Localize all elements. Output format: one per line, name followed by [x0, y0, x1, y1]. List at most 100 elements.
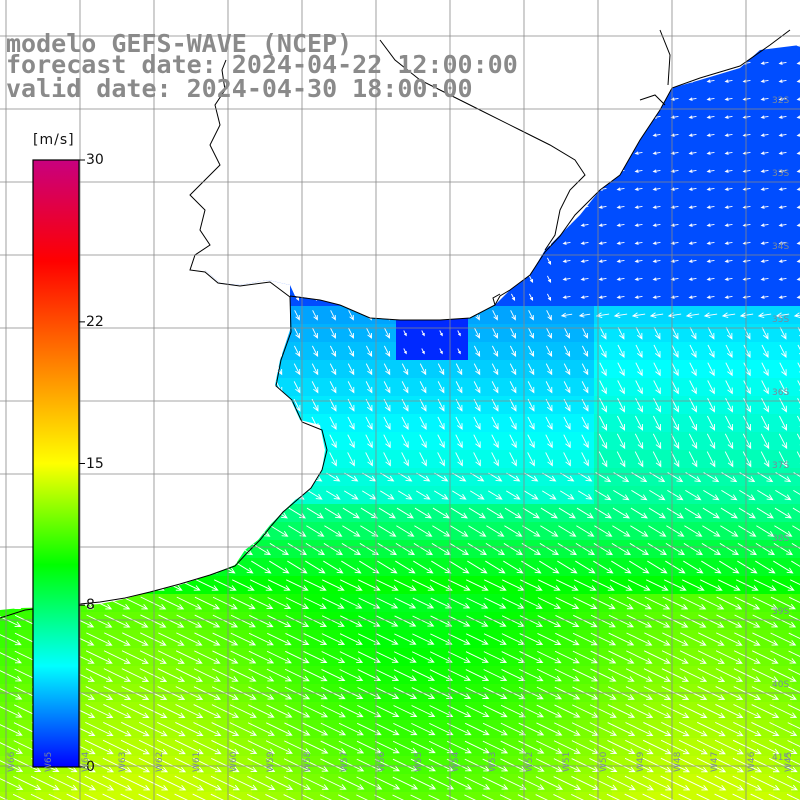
wind-arrow [756, 507, 774, 519]
wind-arrow [679, 721, 708, 737]
wind-arrow [293, 363, 301, 376]
wind-arrow [383, 345, 391, 358]
wind-arrow [457, 330, 461, 337]
wind-arrow [718, 579, 741, 591]
wind-arrow [248, 704, 275, 718]
wind-arrow [769, 668, 797, 682]
wind-arrow [581, 381, 589, 394]
wind-arrow [770, 596, 796, 610]
wind-arrow [419, 416, 427, 431]
wind-arrow [294, 310, 300, 321]
wind-arrow [410, 794, 422, 800]
wind-arrow [760, 241, 769, 245]
wind-arrow [688, 133, 697, 137]
wind-arrow [466, 579, 489, 591]
wind-arrow [644, 596, 671, 610]
wind-arrow [158, 614, 185, 628]
wind-arrow [547, 275, 552, 284]
wind-arrow [522, 507, 540, 519]
wind-arrow [624, 757, 654, 773]
wind-arrow [647, 543, 668, 556]
wind-arrow [376, 633, 399, 645]
wind-arrow [628, 579, 651, 591]
lon-label: W58 [303, 751, 313, 772]
wind-arrow [797, 344, 800, 355]
wind-arrow [468, 507, 486, 519]
wind-arrow [714, 775, 745, 791]
wind-arrow [703, 489, 720, 501]
wind-arrow [554, 650, 580, 664]
wind-arrow [347, 434, 355, 449]
wind-arrow [778, 79, 787, 83]
wind-arrow [724, 187, 733, 191]
wind-arrow [557, 560, 578, 574]
wind-arrow [412, 579, 435, 591]
wind-cell [0, 792, 19, 800]
wind-arrow [750, 775, 781, 791]
wind-arrow [341, 543, 362, 556]
wind-cell [792, 234, 800, 253]
wind-arrow [392, 794, 404, 800]
wind-arrow [157, 668, 186, 682]
wind-arrow [788, 596, 800, 604]
wind-arrow [212, 614, 239, 628]
wind-arrow [374, 776, 401, 790]
wind-arrow [250, 579, 273, 591]
wind-arrow [401, 452, 409, 467]
wind-arrow [509, 381, 517, 394]
wind-arrow [306, 525, 325, 537]
wind-arrow [732, 775, 763, 791]
wind-arrow [564, 327, 570, 339]
wind-arrow [599, 415, 608, 431]
wind-arrow [270, 525, 289, 537]
wind-arrow [724, 97, 733, 101]
wind-arrow [743, 380, 751, 395]
colorbar-tick-label: 22 [86, 313, 104, 330]
wind-arrow [608, 596, 634, 610]
wind-arrow [175, 650, 203, 664]
wind-arrow [706, 277, 715, 281]
wind-arrow [375, 669, 400, 681]
wind-cell [792, 648, 800, 667]
wind-arrow [249, 597, 274, 610]
wind-arrow [593, 543, 614, 556]
wind-cell [792, 630, 800, 649]
wind-arrow [360, 525, 379, 537]
wind-arrow [192, 757, 222, 773]
wind-arrow [706, 205, 715, 209]
wind-arrow [30, 775, 60, 791]
wind-arrow [247, 758, 276, 772]
wind-arrow [86, 632, 113, 646]
wind-arrow [230, 614, 256, 628]
wind-arrow [778, 223, 787, 227]
wind-arrow [360, 507, 378, 519]
wind-arrow [524, 490, 539, 500]
wind-arrow [590, 614, 616, 628]
wind-arrow [338, 776, 365, 790]
wind-arrow [653, 344, 661, 358]
wind-cell [792, 108, 800, 127]
wind-arrow [555, 597, 580, 609]
wind-arrow [214, 579, 237, 591]
wind-arrow [13, 758, 42, 772]
wind-arrow [13, 776, 42, 791]
wind-arrow [719, 560, 740, 574]
wind-arrow [724, 151, 733, 155]
wind-arrow [509, 363, 517, 376]
wind-arrow [797, 398, 800, 409]
wind-arrow [742, 277, 751, 281]
wind-arrow [122, 614, 149, 628]
wind-cell [792, 738, 800, 757]
wind-arrow [742, 169, 751, 173]
wind-arrow [536, 668, 562, 682]
wind-arrow [303, 597, 327, 609]
wind-arrow [581, 434, 589, 449]
wind-arrow [660, 739, 690, 755]
lon-label: W48 [673, 751, 683, 772]
wind-arrow [769, 740, 798, 755]
wind-arrow [347, 452, 355, 467]
wind-cell [90, 792, 109, 800]
wind-arrow [725, 327, 733, 340]
wind-arrow [394, 615, 417, 627]
wind-arrow [449, 560, 470, 574]
